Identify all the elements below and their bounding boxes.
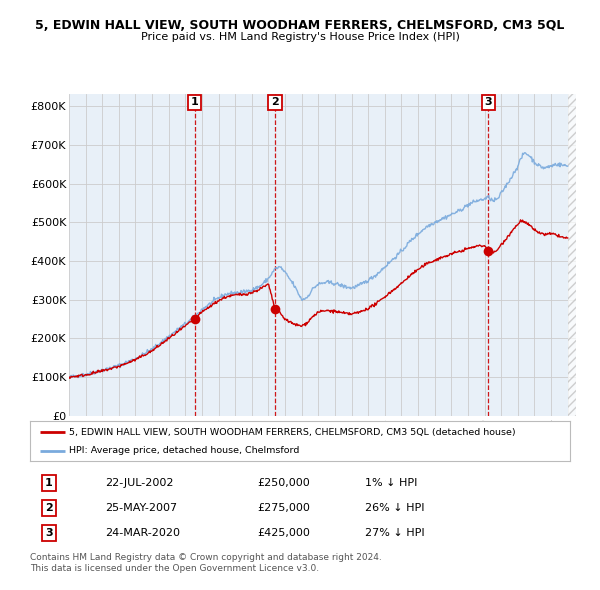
Text: 2: 2 xyxy=(271,97,279,107)
Text: 27% ↓ HPI: 27% ↓ HPI xyxy=(365,528,424,538)
Text: 3: 3 xyxy=(485,97,492,107)
Text: 26% ↓ HPI: 26% ↓ HPI xyxy=(365,503,424,513)
Text: 5, EDWIN HALL VIEW, SOUTH WOODHAM FERRERS, CHELMSFORD, CM3 5QL: 5, EDWIN HALL VIEW, SOUTH WOODHAM FERRER… xyxy=(35,19,565,32)
Text: 25-MAY-2007: 25-MAY-2007 xyxy=(106,503,178,513)
Bar xyxy=(568,94,584,416)
Text: Contains HM Land Registry data © Crown copyright and database right 2024.
This d: Contains HM Land Registry data © Crown c… xyxy=(30,553,382,573)
Text: £275,000: £275,000 xyxy=(257,503,310,513)
Text: 5, EDWIN HALL VIEW, SOUTH WOODHAM FERRERS, CHELMSFORD, CM3 5QL (detached house): 5, EDWIN HALL VIEW, SOUTH WOODHAM FERRER… xyxy=(69,428,515,437)
Text: HPI: Average price, detached house, Chelmsford: HPI: Average price, detached house, Chel… xyxy=(69,446,299,455)
Text: 2: 2 xyxy=(45,503,53,513)
Text: 22-JUL-2002: 22-JUL-2002 xyxy=(106,478,174,488)
Text: 3: 3 xyxy=(45,528,53,538)
Text: 1: 1 xyxy=(191,97,199,107)
Text: 1: 1 xyxy=(45,478,53,488)
Text: Price paid vs. HM Land Registry's House Price Index (HPI): Price paid vs. HM Land Registry's House … xyxy=(140,32,460,42)
Text: £425,000: £425,000 xyxy=(257,528,310,538)
Text: 1% ↓ HPI: 1% ↓ HPI xyxy=(365,478,417,488)
Text: 24-MAR-2020: 24-MAR-2020 xyxy=(106,528,181,538)
Text: £250,000: £250,000 xyxy=(257,478,310,488)
